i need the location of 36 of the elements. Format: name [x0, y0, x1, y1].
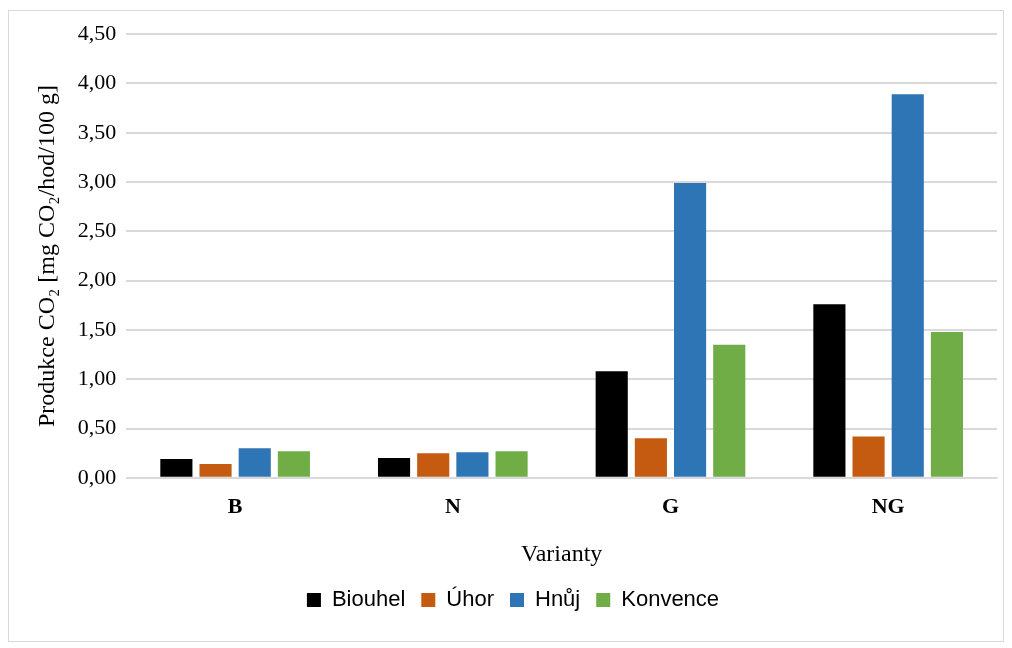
legend-label: Biouhel	[331, 586, 406, 612]
bar	[456, 452, 489, 477]
bar	[813, 304, 846, 477]
x-axis-title: Varianty	[520, 539, 603, 566]
bar	[930, 331, 963, 477]
bar	[199, 464, 232, 477]
bar	[852, 436, 885, 477]
bar	[634, 438, 667, 477]
bar	[495, 451, 528, 477]
bar	[891, 94, 924, 477]
y-tick-label: 2,50	[77, 217, 117, 243]
bar	[417, 453, 450, 477]
bar	[277, 451, 310, 477]
y-tick-label: 0,00	[77, 463, 117, 489]
y-tick-label: 4,00	[77, 69, 117, 95]
legend-label: Hnůj	[534, 586, 581, 612]
legend-label: Úhor	[446, 586, 494, 612]
y-tick-label: 3,00	[77, 167, 117, 193]
y-axis-title: Produkce CO₂ [mg CO₂/hod/100 g]	[32, 84, 59, 428]
bar	[595, 371, 628, 477]
y-tick-label: 2,00	[77, 266, 117, 292]
bar	[238, 448, 271, 477]
x-tick-label: N	[444, 492, 461, 518]
x-tick-label: G	[661, 492, 680, 518]
y-tick-label: 1,50	[77, 315, 117, 341]
bar	[160, 459, 193, 477]
bar	[377, 458, 411, 477]
x-tick-label: NG	[871, 492, 905, 518]
y-tick-label: 0,50	[77, 414, 117, 440]
legend-label: Konvence	[621, 586, 720, 612]
y-tick-label: 1,00	[77, 365, 117, 390]
bar	[674, 183, 707, 477]
bar	[713, 344, 746, 477]
y-tick-label: 4,50	[77, 19, 117, 45]
x-tick-label: B	[227, 492, 243, 518]
y-tick-label: 3,50	[77, 118, 117, 144]
